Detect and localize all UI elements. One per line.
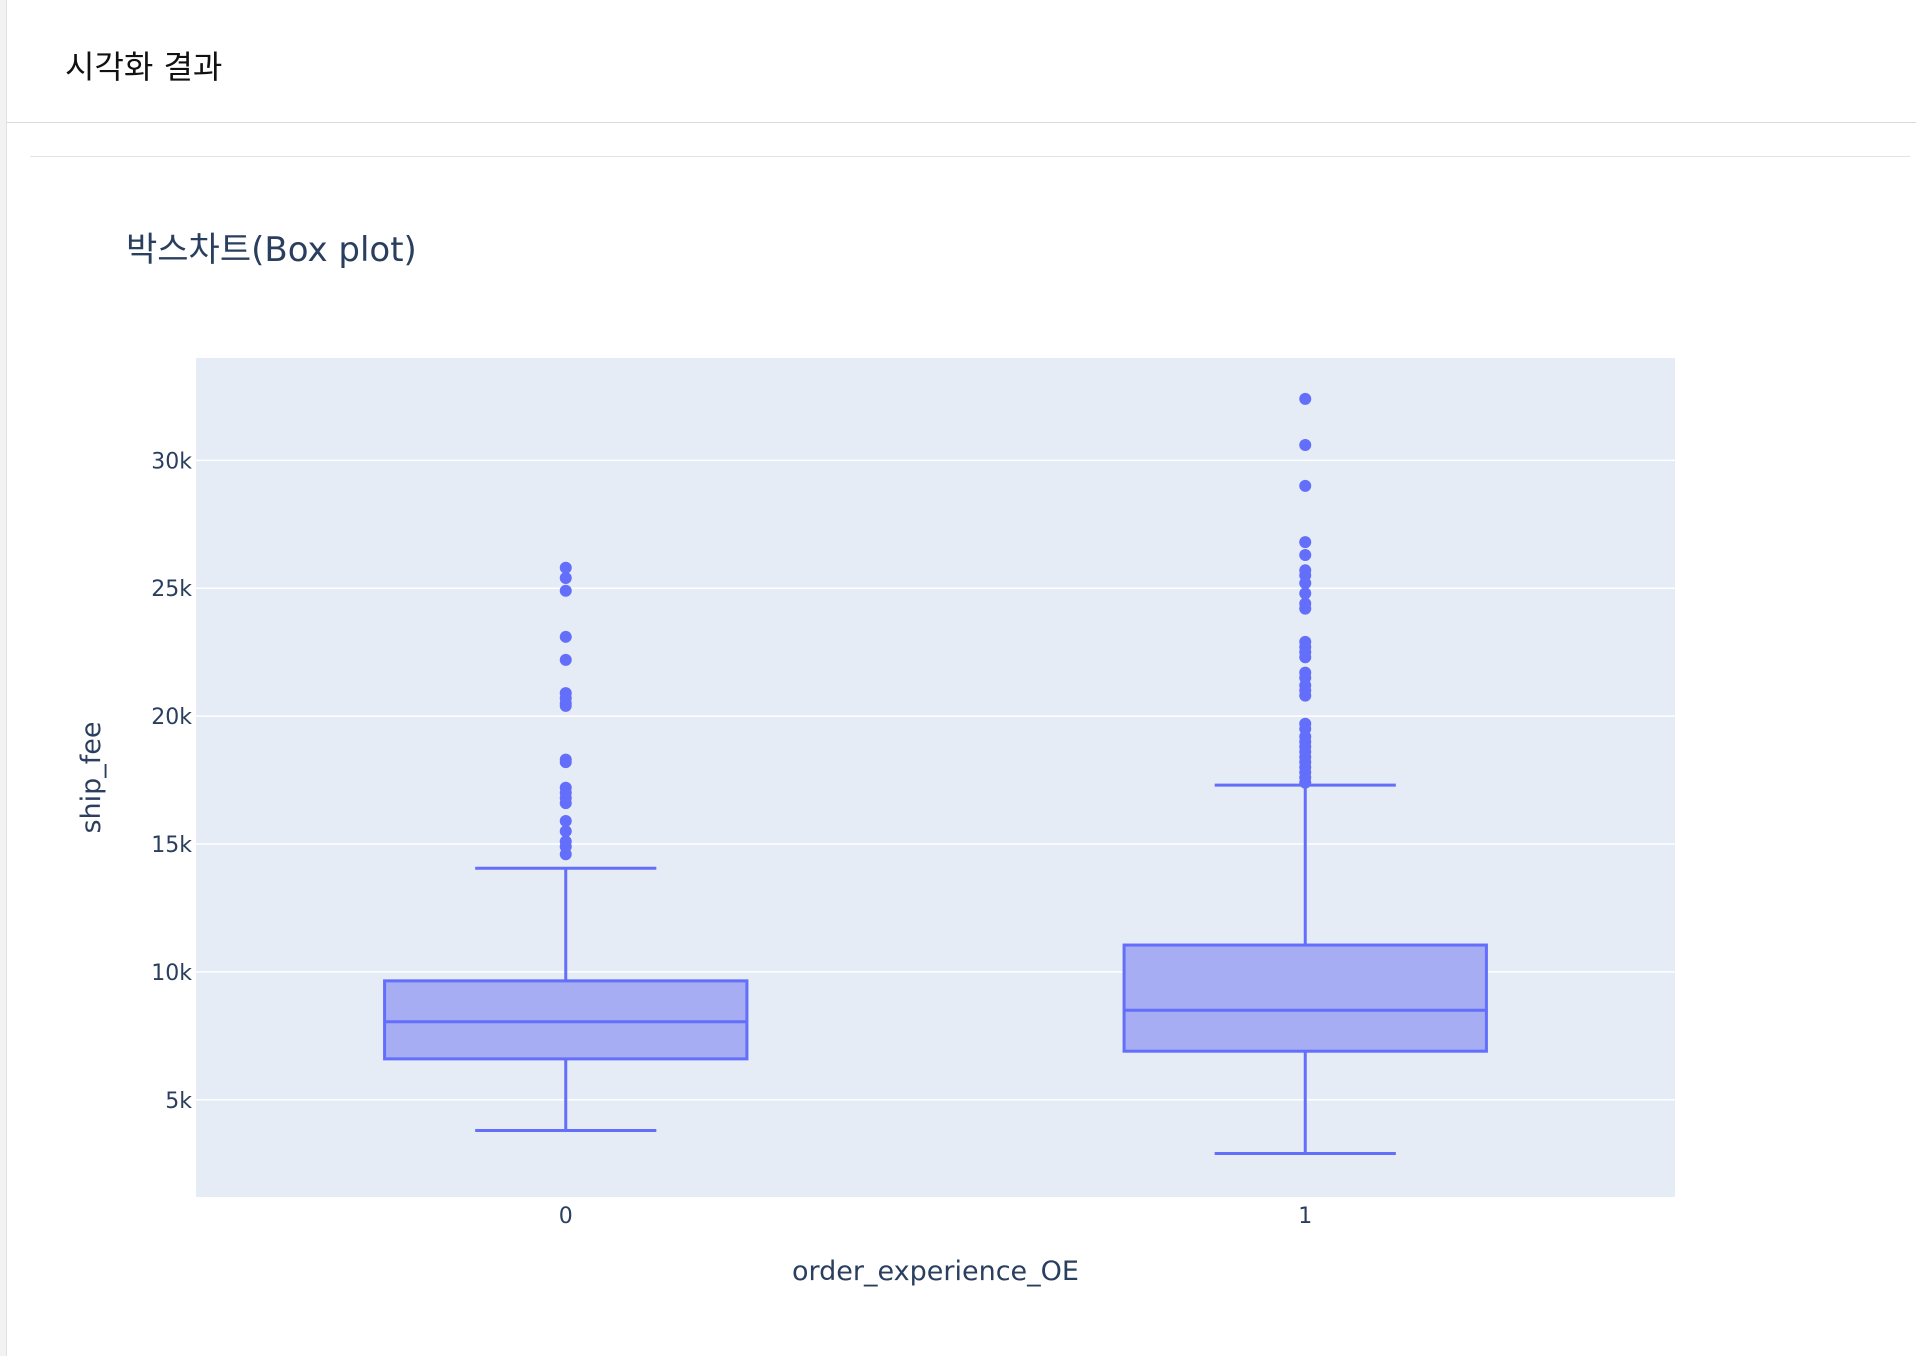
- outlier-point: [1299, 717, 1312, 730]
- chart-title: 박스차트(Box plot): [126, 230, 417, 270]
- x-axis-title: order_experience_OE: [792, 1256, 1079, 1287]
- outlier-point: [1299, 392, 1312, 405]
- boxes: [383, 392, 1488, 1156]
- iqr-box: [383, 979, 749, 1061]
- page-edge: [0, 0, 6, 1356]
- outlier-point: [559, 571, 572, 584]
- outlier-point: [559, 561, 572, 574]
- y-axis-ticks: 5k 10k 15k 20k 25k 30k: [151, 449, 192, 1113]
- outlier-point: [559, 781, 572, 794]
- y-tick-label: 20k: [151, 705, 192, 730]
- outlier-point: [1299, 635, 1312, 648]
- outlier-point: [559, 814, 572, 827]
- y-tick-label: 5k: [165, 1089, 192, 1114]
- y-tick-label: 30k: [151, 449, 192, 474]
- box-group: [383, 561, 749, 1132]
- outlier-point: [1299, 438, 1312, 451]
- y-tick-label: 15k: [151, 833, 192, 858]
- outlier-point: [1299, 479, 1312, 492]
- y-tick-label: 10k: [151, 961, 192, 986]
- plot-background: [196, 358, 1675, 1197]
- iqr-box: [1122, 943, 1488, 1053]
- x-tick-label: 1: [1298, 1204, 1312, 1229]
- outlier-point: [559, 825, 572, 838]
- outlier-point: [559, 584, 572, 597]
- outlier-point: [559, 653, 572, 666]
- outlier-point: [1299, 548, 1312, 561]
- outlier-point: [1299, 564, 1312, 577]
- outlier-point: [1299, 666, 1312, 679]
- outlier-point: [1299, 587, 1312, 600]
- outlier-point: [559, 753, 572, 766]
- box-group: [1122, 392, 1488, 1156]
- outlier-point: [559, 687, 572, 700]
- panel-title: 시각화 결과: [65, 48, 223, 86]
- outlier-point: [1299, 536, 1312, 549]
- y-axis-title: ship_fee: [76, 721, 107, 833]
- section-divider: [30, 156, 1910, 157]
- y-tick-label: 25k: [151, 577, 192, 602]
- panel-header: 시각화 결과: [7, 0, 1916, 123]
- outlier-point: [1299, 597, 1312, 610]
- outlier-point: [559, 630, 572, 643]
- outlier-point: [559, 835, 572, 848]
- x-tick-label: 0: [559, 1204, 573, 1229]
